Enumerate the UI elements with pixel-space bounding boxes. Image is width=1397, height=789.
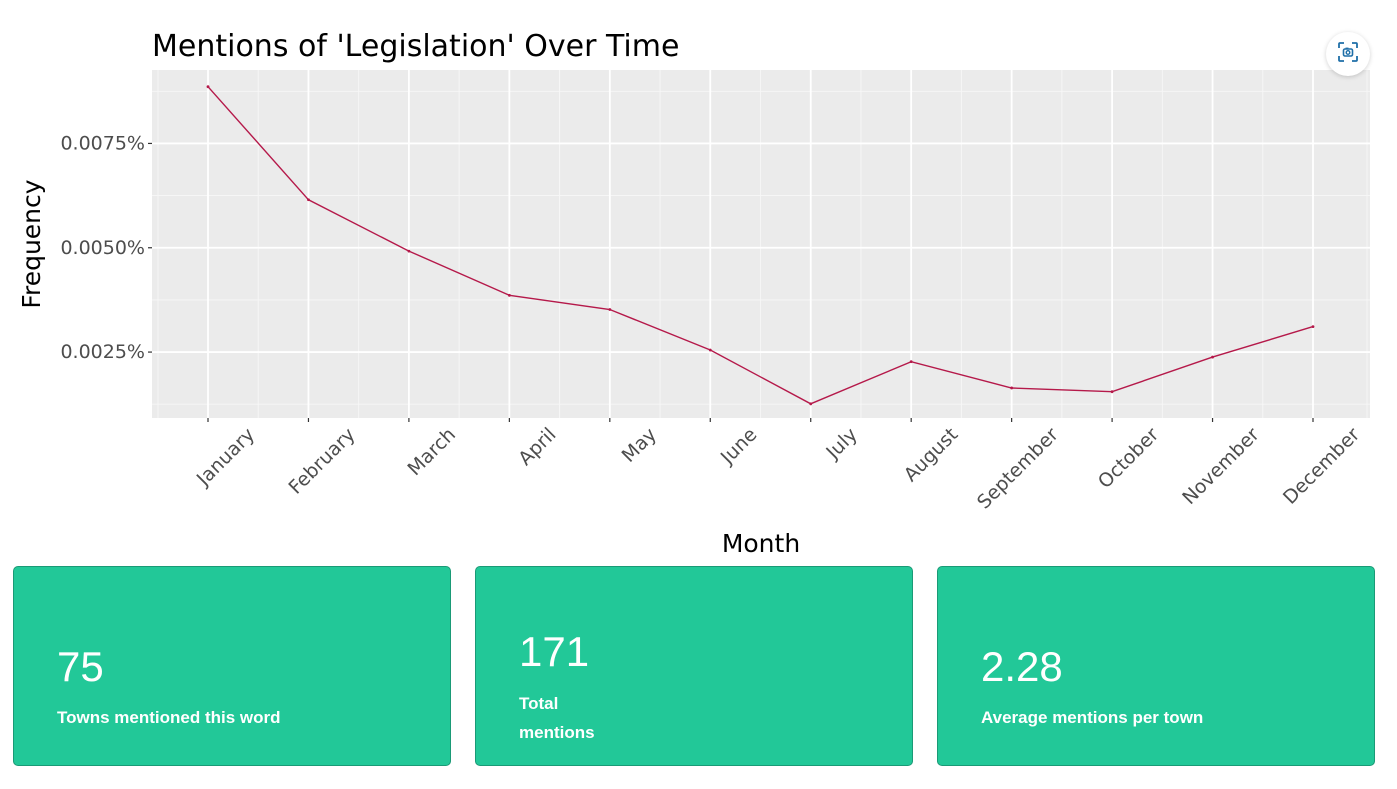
- towns-value: 75: [57, 643, 104, 690]
- x-tick-label: March: [404, 424, 461, 481]
- data-point: [1110, 390, 1114, 394]
- towns-label: Towns mentioned this word: [57, 708, 281, 727]
- data-point: [206, 85, 210, 89]
- plot-panel: [152, 70, 1370, 418]
- x-tick-label: April: [514, 424, 560, 470]
- chart-title: Mentions of 'Legislation' Over Time: [152, 29, 679, 64]
- total-mentions-label-line1: Total: [519, 694, 559, 713]
- total-mentions-card: 171 Total mentions: [475, 566, 913, 766]
- data-point: [307, 198, 310, 202]
- screenshot-button[interactable]: [1326, 32, 1370, 76]
- x-tick-label: June: [716, 424, 762, 470]
- y-tick-label: 0.0025%: [60, 341, 145, 363]
- y-tick-label: 0.0075%: [60, 132, 145, 154]
- data-point: [708, 348, 712, 352]
- total-mentions-label-line2: mentions: [519, 723, 595, 742]
- y-tick-label: 0.0050%: [60, 237, 145, 259]
- data-point: [1211, 355, 1214, 359]
- x-tick-label: May: [618, 424, 661, 467]
- x-tick-label: October: [1094, 423, 1163, 492]
- x-axis-title: Month: [722, 529, 800, 558]
- data-point: [507, 293, 511, 297]
- towns-card: 75 Towns mentioned this word: [13, 566, 451, 766]
- average-mentions-value: 2.28: [981, 643, 1063, 690]
- chart: Mentions of 'Legislation' Over Time 0.00…: [17, 29, 1370, 558]
- average-mentions-card: 2.28 Average mentions per town: [937, 566, 1375, 766]
- data-point: [909, 360, 913, 364]
- data-point: [608, 308, 612, 311]
- data-point: [809, 402, 813, 406]
- x-tick-label: September: [973, 423, 1063, 513]
- data-point: [407, 249, 411, 253]
- x-tick-label: December: [1279, 423, 1364, 508]
- data-point: [1311, 325, 1315, 329]
- data-point: [1010, 386, 1014, 390]
- x-tick-label: August: [900, 424, 963, 487]
- total-mentions-value: 171: [519, 628, 590, 675]
- average-mentions-label: Average mentions per town: [981, 708, 1204, 727]
- y-axis-title: Frequency: [17, 179, 46, 308]
- screenshot-icon: [1337, 41, 1359, 67]
- series-line: [207, 86, 1314, 405]
- x-tick-label: November: [1178, 423, 1264, 509]
- x-tick-label: January: [192, 424, 259, 491]
- x-tick-label: February: [285, 424, 360, 499]
- x-tick-label: July: [821, 424, 861, 464]
